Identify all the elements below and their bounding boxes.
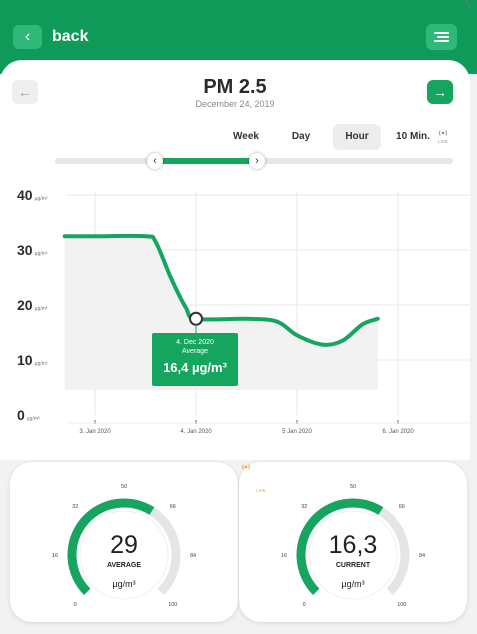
gauge-tick-label: 16 xyxy=(281,553,287,559)
chevron-left-icon: ‹ xyxy=(153,155,157,167)
tooltip-label: Average xyxy=(182,348,208,355)
back-button[interactable]: ‹ xyxy=(13,25,42,49)
arrow-left-icon: ← xyxy=(18,84,32,100)
tab-10-min[interactable]: 10 Min. xyxy=(396,131,430,142)
live-icon: LIVE xyxy=(438,130,448,144)
x-tick-label: 5 Jan 2020 xyxy=(282,429,312,435)
gauge-label: CURRENT xyxy=(336,562,371,569)
tab-hour[interactable]: Hour xyxy=(333,124,381,150)
chevron-right-icon: › xyxy=(255,155,259,167)
gauge-tick-label: 32 xyxy=(301,504,307,510)
x-tick-label: 6. Jan 2020 xyxy=(382,429,414,435)
gauge-value: 29 xyxy=(110,531,138,559)
y-tick-label: 0 µg/m³ xyxy=(17,407,40,423)
gauge-tick-label: 84 xyxy=(419,553,425,559)
average-gauge: 0 16 32 50 66 84 100 29 AVERAGE µg/m³ xyxy=(52,484,196,608)
gauge-tick-label: 50 xyxy=(121,484,127,490)
live-label: LIVE xyxy=(256,488,266,493)
gauge-tick-label: 32 xyxy=(72,504,78,510)
current-gauge: 0 16 32 50 66 84 100 16,3 CURRENT µg/m³ LIVE xyxy=(256,484,425,608)
tooltip-date: 4. Dec 2020 xyxy=(176,339,214,346)
selected-point-marker xyxy=(189,311,203,326)
live-sensor-icon xyxy=(242,464,250,470)
gauge-unit: µg/m³ xyxy=(112,579,135,589)
gauge-tick-label: 50 xyxy=(350,484,356,490)
tooltip-value: 16,4 µg/m³ xyxy=(163,360,227,375)
y-tick-label: 30 µg/m³ xyxy=(17,242,48,258)
range-start-handle[interactable]: ‹ xyxy=(147,153,163,169)
gauge-label: AVERAGE xyxy=(107,562,141,569)
average-gauge-card: 0 16 32 50 66 84 100 29 AVERAGE µg/m³ xyxy=(10,462,238,622)
series-line xyxy=(62,233,380,347)
resize-corner-icon: ╲ xyxy=(465,0,472,11)
filter-menu-button[interactable] xyxy=(426,24,457,50)
gauge-tick-label: 66 xyxy=(170,504,176,510)
current-gauge-card: 0 16 32 50 66 84 100 16,3 CURRENT µg/m³ LIVE xyxy=(239,462,467,622)
arrow-right-icon: → xyxy=(433,84,447,100)
x-tick-label: 4. Jan 2020 xyxy=(180,429,212,435)
pm25-line-chart: 40 µg/m³ 30 µg/m³ 20 µg/m³ 10 µg/m³ 0 µg/m³ 3. Jan… xyxy=(17,187,470,435)
gauge-tick-label: 0 xyxy=(303,602,306,608)
tab-week[interactable]: Week xyxy=(233,131,259,142)
gauge-tick-label: 66 xyxy=(399,504,405,510)
back-label[interactable]: back xyxy=(52,28,89,45)
y-tick-label: 20 µg/m³ xyxy=(17,297,48,313)
range-slider-selection[interactable] xyxy=(155,158,257,164)
gauge-tick-label: 100 xyxy=(397,602,406,608)
gauge-unit: µg/m³ xyxy=(341,579,364,589)
next-date-button[interactable]: → xyxy=(427,80,453,104)
gauge-tick-label: 84 xyxy=(190,553,196,559)
chevron-left-icon: ‹ xyxy=(24,28,31,45)
gauge-value-arc xyxy=(67,498,155,595)
page-date: December 24, 2019 xyxy=(195,99,275,109)
live-label: LIVE xyxy=(438,139,448,144)
page-title: PM 2.5 xyxy=(203,76,267,98)
y-tick-label: 40 µg/m³ xyxy=(17,187,48,203)
gauge-face xyxy=(79,510,169,600)
chart-tooltip: 4. Dec 2020 Average 16,4 µg/m³ xyxy=(152,333,238,386)
range-end-handle[interactable]: › xyxy=(249,153,265,169)
gauge-face xyxy=(308,510,398,600)
gauge-tick-label: 0 xyxy=(74,602,77,608)
x-tick-label: 3. Jan 2020 xyxy=(79,429,111,435)
gauge-tick-label: 16 xyxy=(52,553,58,559)
gauge-value: 16,3 xyxy=(329,531,378,559)
gauge-value-arc xyxy=(296,498,384,595)
y-tick-label: 10 µg/m³ xyxy=(17,352,48,368)
series-area xyxy=(64,235,378,390)
previous-date-button[interactable]: ← xyxy=(12,80,38,104)
tab-day[interactable]: Day xyxy=(291,131,311,142)
gauge-tick-label: 100 xyxy=(168,602,177,608)
